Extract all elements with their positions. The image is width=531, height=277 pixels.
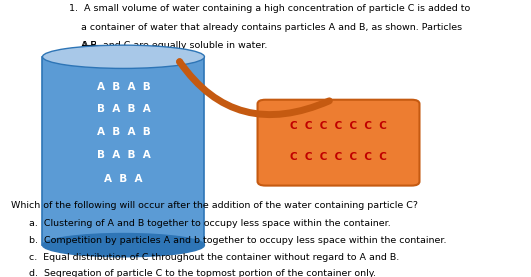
Text: A  B  A  B: A B A B xyxy=(97,127,150,137)
Text: A,B: A,B xyxy=(82,41,98,50)
Text: a container of water that already contains particles A and B, as shown. Particle: a container of water that already contai… xyxy=(69,23,462,32)
Text: A  B  A  B: A B A B xyxy=(97,82,150,92)
Text: C  C  C  C  C  C  C: C C C C C C C xyxy=(290,121,387,131)
Text: 1.  A small volume of water containing a high concentration of particle C is add: 1. A small volume of water containing a … xyxy=(69,4,470,13)
Text: b.  Competition by particles A and b together to occupy less space within the co: b. Competition by particles A and b toge… xyxy=(29,236,447,245)
Ellipse shape xyxy=(42,234,204,257)
Text: C  C  C  C  C  C  C: C C C C C C C xyxy=(290,152,387,161)
Text: Which of the following will occur after the addition of the water containing par: Which of the following will occur after … xyxy=(11,201,417,210)
Ellipse shape xyxy=(42,45,204,68)
Text: A  B  A: A B A xyxy=(104,174,143,184)
Text: A,B, and C are equally soluble in water.: A,B, and C are equally soluble in water. xyxy=(69,41,268,50)
Text: B  A  B  A: B A B A xyxy=(97,150,150,160)
FancyBboxPatch shape xyxy=(258,100,419,186)
Bar xyxy=(42,57,204,245)
Text: d.  Segregation of particle C to the topmost portion of the container only.: d. Segregation of particle C to the topm… xyxy=(29,269,376,277)
Text: c.  Equal distribution of C throughout the container without regard to A and B.: c. Equal distribution of C throughout th… xyxy=(29,253,399,261)
FancyArrowPatch shape xyxy=(179,62,329,115)
Text: a.  Clustering of A and B together to occupy less space within the container.: a. Clustering of A and B together to occ… xyxy=(29,219,391,228)
Text: B  A  B  A: B A B A xyxy=(97,104,150,114)
